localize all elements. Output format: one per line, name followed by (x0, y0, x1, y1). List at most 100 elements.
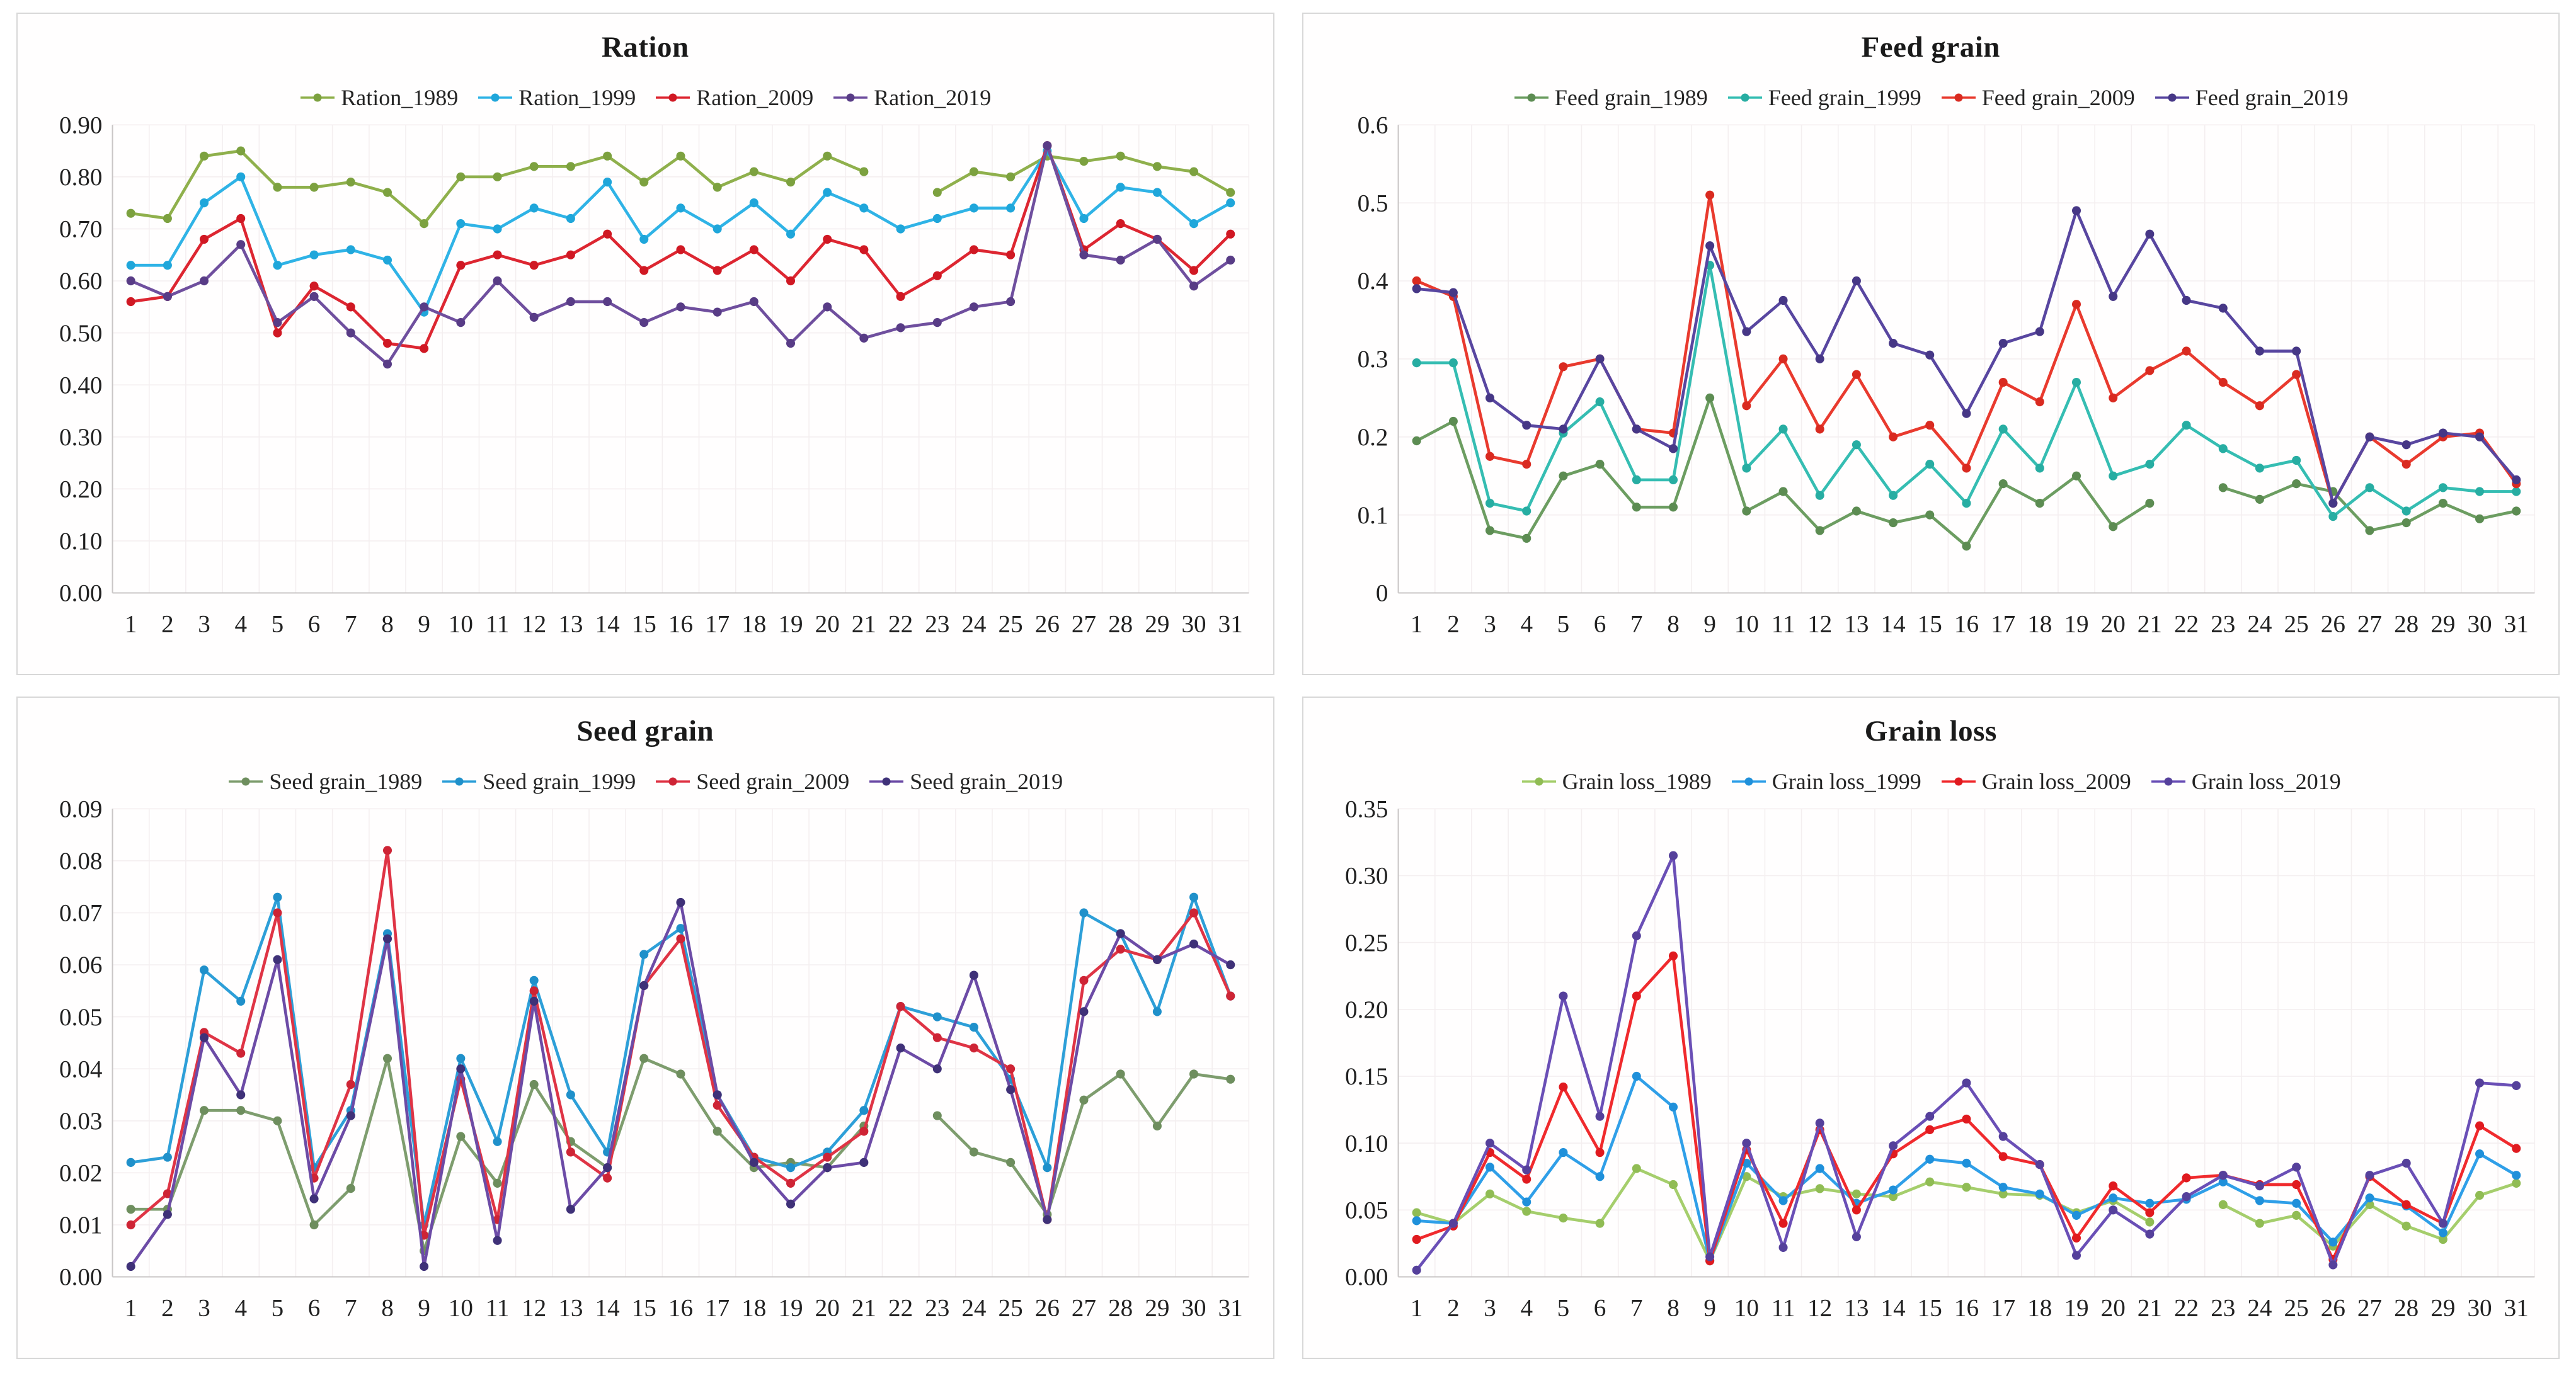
x-tick-label: 14 (1880, 610, 1905, 637)
series-marker (309, 292, 319, 301)
series-marker (1595, 1112, 1605, 1121)
series-marker (493, 224, 502, 234)
series-marker (529, 203, 539, 213)
series-marker (1668, 503, 1678, 512)
series-marker (1741, 401, 1751, 411)
series-marker (1079, 908, 1089, 918)
series-marker (969, 1147, 978, 1157)
x-tick-label: 1 (125, 1294, 137, 1321)
x-tick-label: 14 (595, 610, 620, 637)
y-tick-label: 0.3 (1357, 345, 1388, 373)
x-tick-label: 1 (1410, 610, 1423, 637)
series-marker (126, 1205, 135, 1214)
series-marker (2255, 1196, 2264, 1205)
x-tick-label: 4 (234, 1294, 247, 1321)
series-marker (2182, 1192, 2191, 1202)
legend-label: Seed grain_2009 (696, 769, 850, 794)
series-marker (1189, 266, 1199, 275)
series-line (129, 149, 866, 225)
y-tick-label: 0.00 (59, 579, 102, 607)
series-marker (1925, 510, 1934, 520)
series-marker (1815, 1118, 1824, 1128)
series-marker (1668, 951, 1678, 961)
x-tick-label: 15 (1917, 1294, 1942, 1321)
legend-marker-icon (2155, 93, 2189, 102)
legend-item: Ration_1989 (299, 84, 458, 111)
legend-marker-icon (301, 93, 335, 102)
plot-area-feed-grain: 0.60.50.40.30.20.101 2 3 4 5 6 7 8 9 10 11 12 13 14 15… (1357, 113, 2535, 638)
y-tick-label: 0.40 (59, 371, 102, 399)
series-marker (1485, 1139, 1494, 1148)
series-marker (1778, 487, 1788, 496)
series-marker (786, 229, 796, 239)
x-tick-label: 9 (418, 610, 430, 637)
series-marker (1632, 424, 1641, 434)
series-marker (1998, 1189, 2008, 1198)
series-marker (2071, 1210, 2081, 1220)
series-marker (2364, 432, 2374, 441)
series-marker (126, 1261, 135, 1271)
series-marker (529, 162, 539, 171)
series-marker (1741, 506, 1751, 516)
legend: Feed grain_1989 Feed grain_1999 Feed grain… (1303, 84, 2559, 111)
series-marker (1815, 1164, 1824, 1173)
series-marker (1152, 1007, 1162, 1016)
x-tick-label: 19 (778, 1294, 803, 1321)
series-marker (1925, 1154, 1934, 1164)
series-marker (1668, 444, 1678, 453)
series-marker (1925, 460, 1934, 469)
series-marker (1888, 339, 1898, 348)
series-marker (1852, 1232, 1861, 1241)
series-marker (786, 339, 796, 348)
series-marker (236, 240, 246, 249)
series-marker (346, 245, 355, 254)
x-tick-label: 9 (1703, 1294, 1716, 1321)
series-marker (1079, 1095, 1089, 1105)
x-tick-label: 21 (2137, 1294, 2161, 1321)
series-marker (859, 1106, 869, 1115)
series-marker (493, 1137, 502, 1146)
y-tick-label: 0.00 (1345, 1263, 1388, 1291)
series-marker (1412, 276, 1421, 286)
series-marker (2438, 428, 2447, 438)
series-marker (382, 188, 392, 197)
x-tick-label: 31 (2504, 610, 2528, 637)
series-marker (932, 188, 942, 197)
series-marker (1888, 1185, 1898, 1195)
series-marker (823, 188, 832, 197)
series-marker (2511, 506, 2521, 516)
legend-item: Grain loss_2009 (1940, 768, 2131, 795)
series-marker (273, 1116, 282, 1125)
series-marker (529, 312, 539, 322)
series-marker (1189, 1069, 1199, 1079)
legend-label: Ration_1999 (518, 85, 636, 110)
series-marker (1925, 1125, 1934, 1135)
series-marker (932, 1064, 942, 1074)
series-marker (2035, 464, 2044, 473)
x-tick-label: 15 (1917, 610, 1942, 637)
series-marker (1412, 1216, 1421, 1226)
series-marker (713, 266, 722, 275)
series-marker (969, 1023, 978, 1032)
series-marker (1448, 416, 1458, 426)
series-marker (1152, 234, 1162, 244)
legend-item: Feed grain_2009 (1940, 84, 2135, 111)
x-tick-label: 26 (2320, 610, 2345, 637)
x-tick-label: 30 (1181, 1294, 1206, 1321)
series-marker (1226, 255, 1235, 265)
x-tick-label: 30 (1181, 610, 1206, 637)
series-marker (2144, 1217, 2154, 1227)
series-marker (1998, 1152, 2008, 1161)
series-marker (2475, 487, 2484, 496)
series-marker (1778, 295, 1788, 305)
series-marker (1558, 362, 1567, 372)
series-marker (382, 934, 392, 943)
y-tick-label: 0.1 (1357, 501, 1388, 529)
series-marker (859, 167, 869, 176)
series-marker (1152, 955, 1162, 964)
series-marker (2328, 498, 2337, 508)
x-tick-label: 15 (632, 610, 656, 637)
series-marker (859, 245, 869, 254)
series-marker (236, 172, 246, 181)
